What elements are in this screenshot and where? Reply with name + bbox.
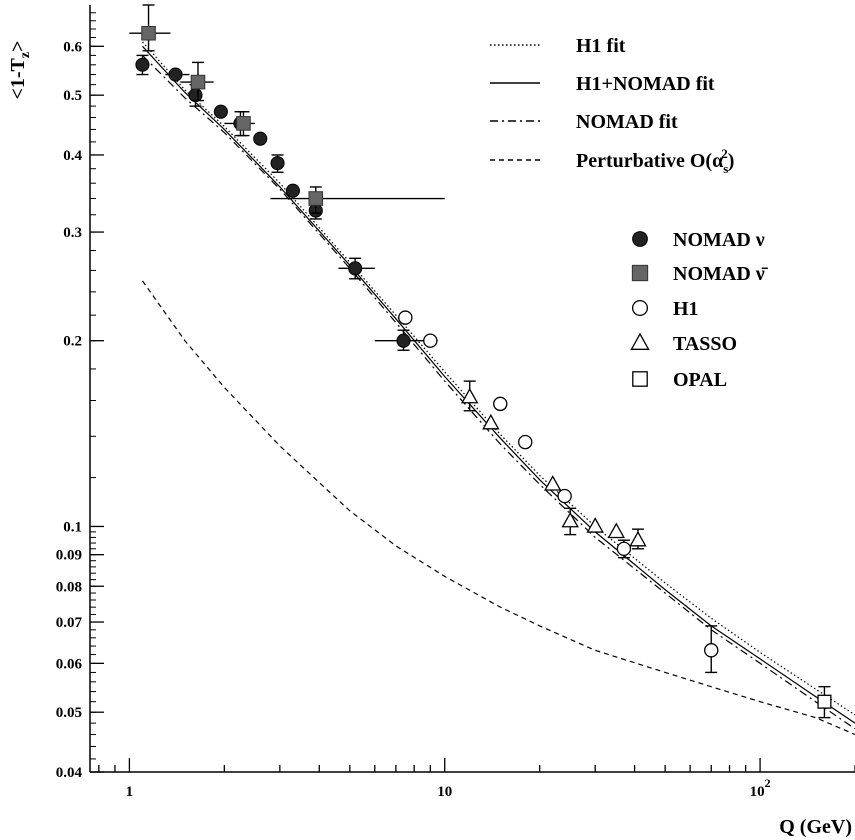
x-axis-title: Q (GeV)	[779, 816, 852, 838]
marker-open-triangle	[482, 413, 500, 430]
y-axis-title: <1-Tz>	[7, 40, 33, 99]
marker-open-circle	[557, 488, 572, 504]
legend-label: H1 fit	[576, 35, 626, 57]
marker-open-circle	[704, 643, 719, 658]
x-tick-label: 102	[750, 776, 771, 800]
marker-open-triangle	[586, 517, 604, 533]
y-tick-label: 0.05	[56, 705, 82, 721]
legend-label: NOMAD ν̄	[673, 263, 769, 285]
marker-filled-square	[190, 74, 206, 90]
y-tick-label: 0.3	[63, 225, 82, 241]
y-tick-label: 0.4	[63, 148, 82, 164]
data-points	[129, 4, 832, 719]
marker-filled-square	[236, 116, 251, 131]
y-tick-label: 0.09	[56, 548, 82, 564]
marker-filled-circle	[396, 333, 411, 348]
marker-filled-square	[631, 264, 649, 282]
legend-label: H1+NOMAD fit	[576, 73, 715, 95]
marker-open-triangle	[607, 522, 626, 539]
marker-open-triangle	[629, 530, 647, 547]
fit-curve-dotted	[142, 41, 855, 716]
x-tick-label: 1	[126, 784, 134, 800]
marker-filled-circle	[213, 104, 228, 119]
y-tick-label: 0.1	[63, 519, 82, 535]
legend-label: OPAL	[673, 369, 727, 391]
marker-filled-square	[141, 25, 156, 41]
y-tick-label: 0.5	[63, 88, 82, 104]
marker-open-triangle	[544, 475, 562, 491]
marker-filled-square	[308, 191, 324, 206]
fit-curve-solid	[142, 45, 855, 724]
legend-label: NOMAD fit	[576, 111, 678, 133]
marker-open-circle	[398, 310, 413, 325]
marker-open-circle	[631, 299, 649, 317]
marker-open-triangle	[630, 332, 650, 350]
fit-curves	[142, 41, 855, 736]
marker-filled-circle	[253, 131, 268, 146]
marker-filled-circle	[348, 261, 363, 276]
x-tick-label: 10	[437, 784, 452, 800]
series-h1	[398, 310, 719, 674]
series-nomad-	[129, 4, 445, 214]
marker-open-circle	[616, 541, 632, 557]
fit-curve-dashdot	[142, 54, 855, 730]
y-tick-label: 0.6	[63, 39, 82, 55]
marker-open-circle	[518, 434, 533, 450]
marker-open-triangle	[460, 387, 479, 404]
marker-open-square	[632, 371, 648, 387]
marker-filled-circle	[270, 156, 285, 171]
legend-label: NOMAD ν	[673, 229, 765, 251]
series-nomad-	[135, 54, 438, 351]
marker-filled-circle	[135, 57, 150, 72]
marker-filled-circle	[168, 67, 183, 82]
y-tick-label: 0.06	[56, 656, 83, 672]
marker-open-triangle	[561, 511, 579, 528]
marker-open-circle	[423, 333, 438, 348]
y-tick-label: 0.04	[56, 765, 83, 781]
y-tick-label: 0.08	[56, 579, 82, 595]
fit-curve-dashed	[142, 280, 855, 736]
marker-open-square	[817, 694, 832, 709]
axes: 1 10 102 0.04 0.05 0.06 0.07 0.08 0.09 0.1 0.2 0.3 0…	[7, 5, 855, 838]
legend: H1 fit H1+NOMAD fit NOMAD fit Perturbative …	[490, 35, 769, 391]
series-tasso	[460, 380, 647, 550]
legend-label: H1	[673, 298, 699, 320]
y-tick-label: 0.2	[63, 334, 82, 350]
marker-filled-circle	[632, 231, 648, 247]
marker-open-circle	[493, 396, 508, 412]
marker-filled-circle	[285, 183, 300, 198]
y-tick-label: 0.07	[56, 615, 83, 631]
series-opal	[817, 685, 832, 719]
legend-label: TASSO	[673, 333, 737, 355]
legend-label: Perturbative O(αs2)	[576, 146, 734, 176]
marker-filled-circle	[188, 88, 203, 103]
